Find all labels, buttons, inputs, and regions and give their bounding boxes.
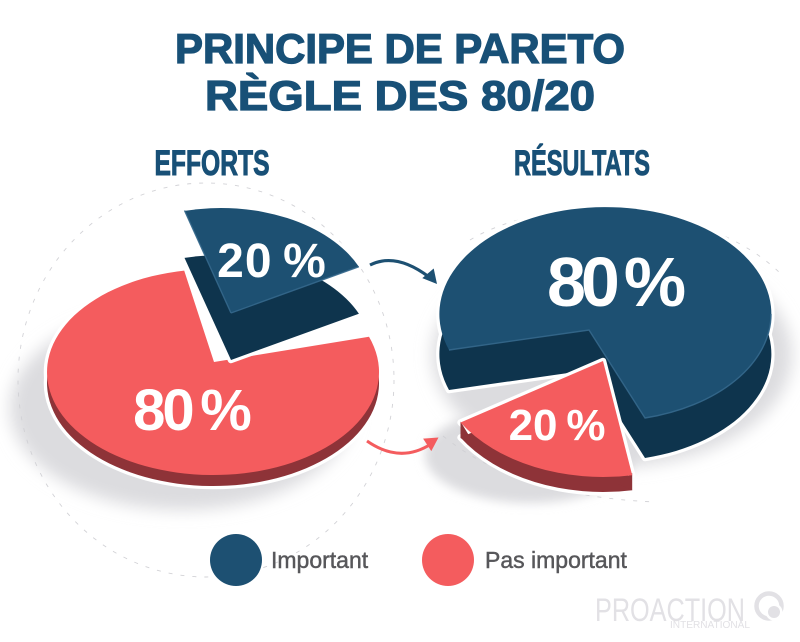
svg-text:20 %: 20 % (217, 235, 327, 288)
svg-text:PRINCIPE DE PARETO: PRINCIPE DE PARETO (175, 25, 625, 72)
svg-text:Pas important: Pas important (485, 547, 628, 573)
svg-text:EFFORTS: EFFORTS (155, 144, 270, 183)
svg-text:PROACTION: PROACTION (595, 592, 745, 628)
svg-text:Important: Important (271, 547, 369, 573)
svg-text:INTERNATIONAL: INTERNATIONAL (670, 620, 750, 631)
svg-text:RÉSULTATS: RÉSULTATS (514, 143, 650, 183)
svg-text:RÈGLE DES 80/20: RÈGLE DES 80/20 (205, 72, 595, 119)
svg-text:20 %: 20 % (509, 401, 606, 450)
svg-text:80 %: 80 % (547, 243, 685, 321)
svg-text:80 %: 80 % (133, 378, 251, 443)
